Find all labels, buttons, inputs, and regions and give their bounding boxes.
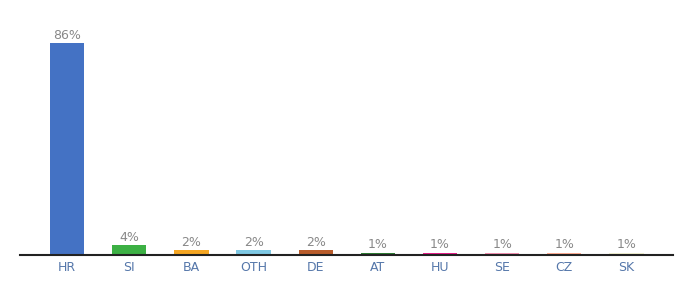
Text: 1%: 1% xyxy=(554,238,574,251)
Bar xyxy=(174,250,209,255)
Bar xyxy=(361,253,395,255)
Text: 4%: 4% xyxy=(120,231,139,244)
Text: 2%: 2% xyxy=(306,236,326,249)
Bar xyxy=(423,253,457,255)
Text: 86%: 86% xyxy=(53,29,81,42)
Bar xyxy=(237,250,271,255)
Bar xyxy=(485,253,520,255)
Text: 2%: 2% xyxy=(182,236,201,249)
Text: 2%: 2% xyxy=(243,236,264,249)
Bar xyxy=(112,245,146,255)
Text: 1%: 1% xyxy=(430,238,450,251)
Text: 1%: 1% xyxy=(368,238,388,251)
Bar xyxy=(299,250,333,255)
Bar xyxy=(547,253,581,255)
Bar xyxy=(50,43,84,255)
Bar xyxy=(609,253,643,255)
Text: 1%: 1% xyxy=(617,238,636,251)
Text: 1%: 1% xyxy=(492,238,512,251)
